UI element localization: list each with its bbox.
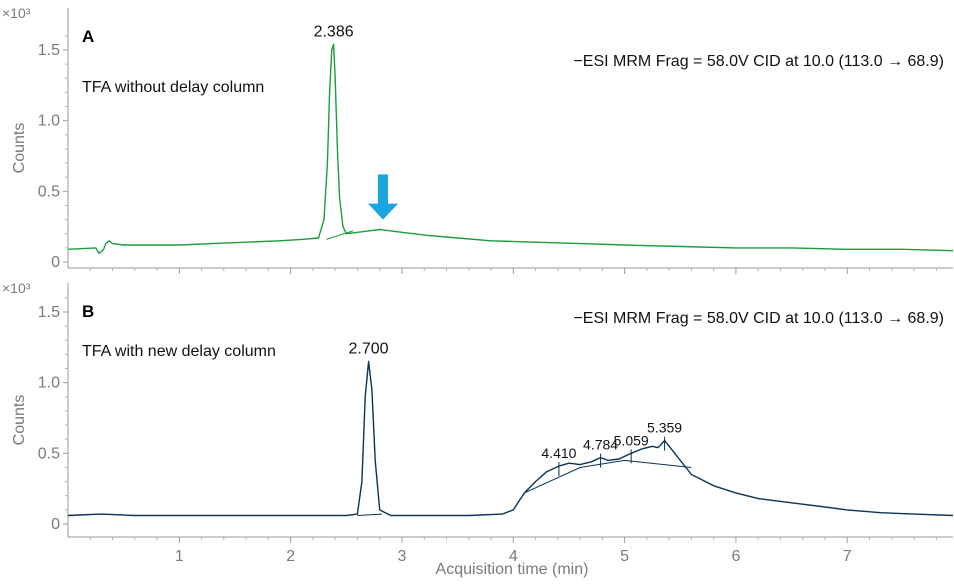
peak-label: 4.784 [583,437,618,453]
y-tick-label: 1.0 [38,375,60,392]
peak-label: 2.700 [349,340,389,357]
y-tick-label: 0 [51,516,60,533]
x-tick-label: 2 [286,548,295,565]
x-tick-label: 3 [398,548,407,565]
y-tick-label: 0 [51,254,60,271]
integration-baseline [524,459,692,494]
x-tick-label: 1 [175,548,184,565]
x-axis-title: Acquisition time (min) [436,561,589,578]
peak-label: 5.359 [647,420,682,436]
peak-label: 2.386 [314,23,354,40]
trace-description: TFA without delay column [82,79,264,96]
y-tick-label: 1.5 [38,304,60,321]
trace-description: TFA with new delay column [82,343,276,360]
x-tick-label: 4 [509,548,518,565]
chart-panel-b: 0 0.5 1.0 1.5 1 2 3 4 5 6 7 ×10³ Counts Acquisition t… [2,280,954,578]
y-multiplier-label: ×10³ [2,280,31,296]
y-multiplier-label: ×10³ [2,5,31,21]
method-annotation: −ESI MRM Frag = 58.0V CID at 10.0 (113.0… [573,310,944,327]
series-line [67,360,954,517]
x-tick-label: 5 [620,548,629,565]
peak-label: 5.059 [614,432,649,448]
integration-baseline [326,230,354,240]
chart-panel-a: 0 0.5 1.0 1.5 ×10³ Counts A TFA without delay c… [2,5,954,274]
y-tick-label: 1.0 [38,113,60,130]
peak-label: 4.410 [541,445,576,461]
y-tick-label: 1.5 [38,42,60,59]
y-tick-label: 0.5 [38,445,60,462]
series-line [67,43,954,255]
x-tick-label: 7 [843,548,852,565]
integration-baseline [357,513,382,516]
y-tick-label: 0.5 [38,183,60,200]
method-annotation: −ESI MRM Frag = 58.0V CID at 10.0 (113.0… [573,53,944,70]
down-arrow-icon [368,174,398,220]
y-axis-title: Counts [11,123,28,174]
x-tick-label: 6 [731,548,740,565]
panel-letter: B [82,302,94,321]
y-axis-title: Counts [11,395,28,446]
panel-letter: A [82,27,94,46]
